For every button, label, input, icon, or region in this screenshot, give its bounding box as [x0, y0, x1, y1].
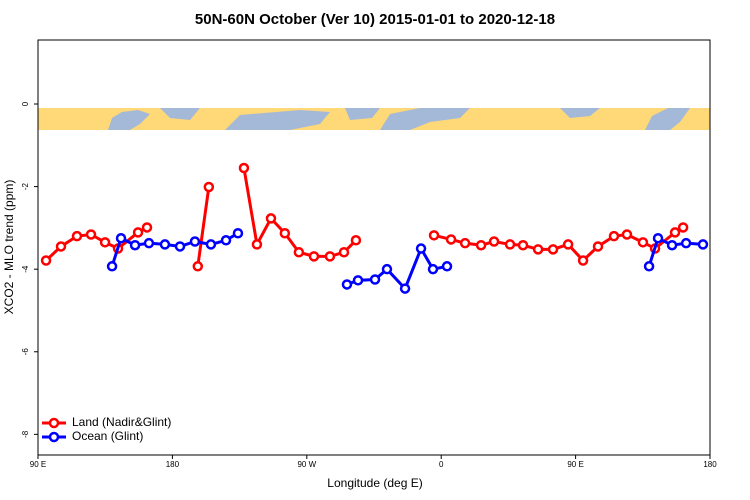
series [40, 162, 689, 272]
marker [189, 236, 201, 247]
legend-label: Ocean (Glint) [72, 429, 143, 443]
x-tick-label: 90 W [297, 460, 316, 469]
marker [220, 235, 232, 246]
line [110, 231, 239, 267]
marker [666, 239, 678, 251]
y-tick-label: -8 [21, 430, 30, 438]
marker [265, 213, 277, 224]
marker [637, 237, 649, 248]
marker [85, 229, 97, 240]
marker [132, 227, 144, 238]
y-tick-label: -6 [21, 348, 30, 356]
marker [592, 241, 604, 252]
marker [141, 222, 153, 233]
marker [532, 244, 544, 255]
marker [71, 230, 83, 242]
marker [643, 261, 655, 272]
x-axis-label: Longitude (deg E) [327, 476, 422, 490]
marker [129, 239, 141, 251]
marker [488, 236, 500, 247]
x-tick-label: 90 E [567, 460, 583, 469]
marker [445, 234, 457, 245]
marker [677, 222, 689, 233]
y-tick-label: 0 [21, 101, 30, 106]
marker [308, 251, 320, 262]
x-tick-label: 180 [166, 460, 180, 469]
marker [369, 274, 381, 285]
marker [40, 255, 52, 266]
legend-marker [48, 417, 60, 429]
line [196, 186, 211, 267]
marker [669, 227, 681, 238]
marker [99, 237, 111, 248]
marker [324, 251, 336, 262]
marker [517, 239, 529, 251]
marker [504, 239, 516, 250]
x-tick-label: 0 [439, 460, 444, 469]
marker [232, 228, 244, 239]
marker [203, 181, 215, 193]
marker [697, 239, 709, 250]
marker [547, 244, 559, 255]
marker [205, 239, 217, 250]
marker [293, 246, 305, 258]
marker [251, 239, 263, 250]
series [106, 228, 709, 294]
marker [415, 243, 427, 254]
marker [621, 229, 633, 240]
marker [441, 261, 453, 272]
marker [381, 263, 393, 275]
marker [475, 239, 487, 251]
y-tick-label: -2 [21, 182, 30, 190]
chart-title: 50N-60N October (Ver 10) 2015-01-01 to 2… [195, 11, 555, 28]
marker [608, 230, 620, 242]
y-axis-label: XCO2 - MLO trend (ppm) [2, 180, 16, 315]
plot-frame [37, 39, 711, 456]
legend-marker [48, 431, 60, 443]
marker [192, 261, 204, 272]
map-band [38, 108, 710, 130]
marker [680, 237, 692, 249]
marker [562, 239, 574, 250]
marker [350, 235, 362, 246]
marker [341, 279, 353, 290]
marker [238, 162, 250, 174]
legend-label: Land (Nadir&Glint) [72, 415, 171, 429]
marker [159, 239, 171, 250]
y-tick-label: -4 [21, 265, 30, 273]
marker [459, 237, 471, 249]
marker [174, 241, 186, 252]
marker [55, 241, 67, 252]
marker [115, 232, 127, 244]
x-tick-label: 90 E [30, 460, 46, 469]
marker [577, 255, 589, 266]
marker [143, 237, 155, 249]
marker [652, 232, 664, 244]
marker [106, 261, 118, 272]
marker [427, 263, 439, 275]
marker [352, 275, 364, 286]
marker [428, 230, 440, 241]
x-tick-label: 180 [703, 460, 717, 469]
marker [338, 246, 350, 258]
marker [399, 283, 411, 294]
marker [279, 228, 291, 239]
